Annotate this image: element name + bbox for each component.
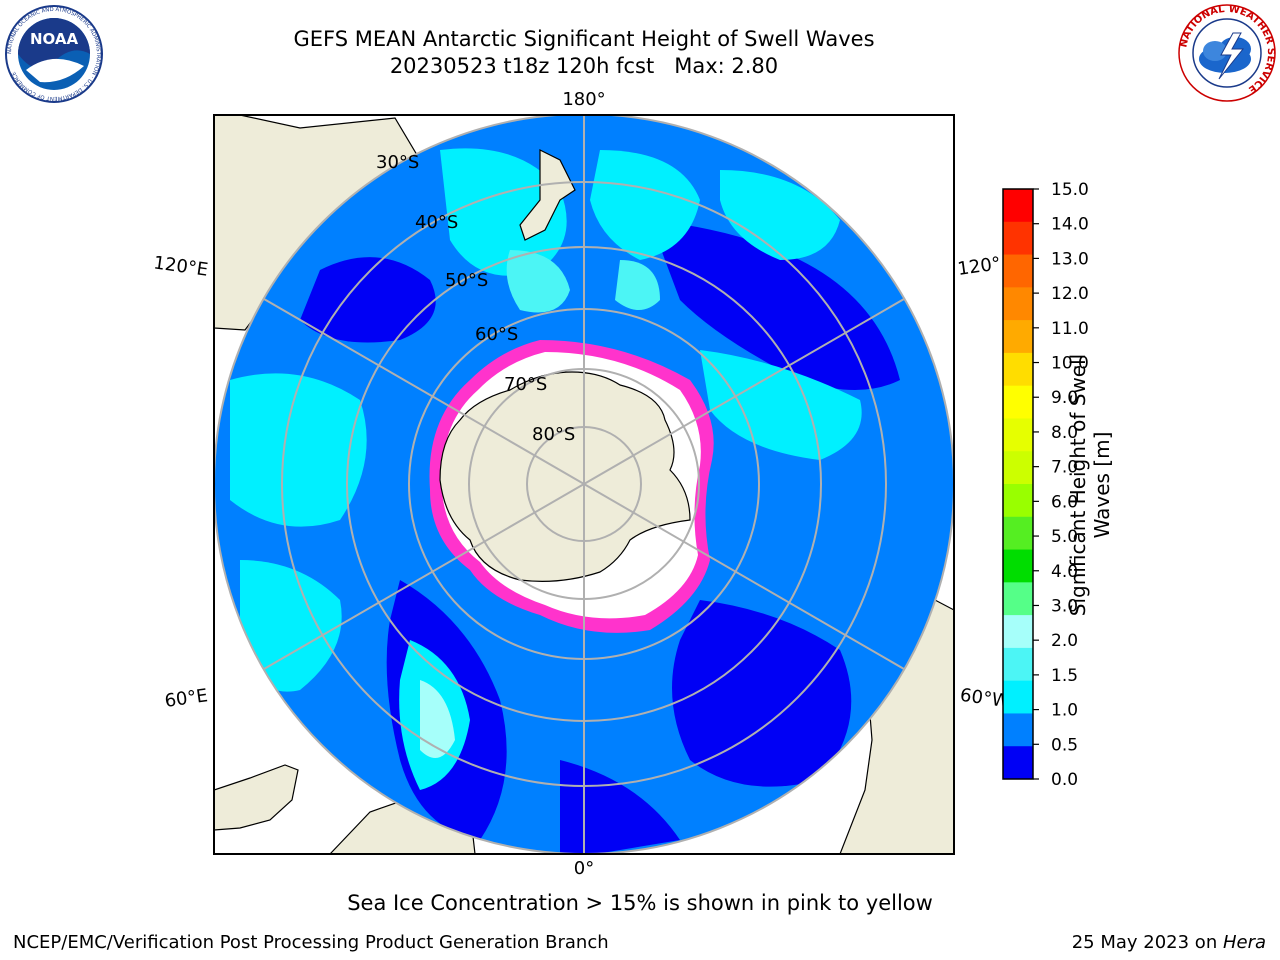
colorbar-tick-label: 5.0 bbox=[1051, 527, 1078, 547]
colorbar-swatch bbox=[1003, 320, 1033, 354]
footer-date: 25 May 2023 on Hera bbox=[1071, 932, 1266, 953]
page-title: GEFS MEAN Antarctic Significant Height o… bbox=[293, 27, 875, 51]
colorbar-tick-label: 14.0 bbox=[1051, 215, 1089, 235]
colorbar-tick-label: 0.5 bbox=[1051, 735, 1078, 755]
svg-text:NOAA: NOAA bbox=[30, 30, 79, 48]
colorbar-swatch bbox=[1003, 549, 1033, 583]
noaa-logo: NOAA NATIONAL OCEANIC AND ATMOSPHERIC AD… bbox=[5, 5, 103, 103]
colorbar-tick-label: 7.0 bbox=[1051, 458, 1078, 478]
colorbar-swatch bbox=[1003, 451, 1033, 485]
colorbar-tick-label: 9.0 bbox=[1051, 388, 1078, 408]
lat-label-80s: 80°S bbox=[532, 424, 575, 445]
colorbar-swatch bbox=[1003, 287, 1033, 321]
colorbar-tick-label: 12.0 bbox=[1051, 284, 1089, 304]
colorbar-tick-label: 13.0 bbox=[1051, 249, 1089, 269]
lon-label-120w: 120° bbox=[956, 253, 1002, 280]
lat-label-30s: 30°S bbox=[376, 152, 419, 173]
lon-label-180: 180° bbox=[562, 89, 605, 110]
colorbar-tick-label: 4.0 bbox=[1051, 562, 1078, 582]
colorbar-swatch bbox=[1003, 746, 1033, 780]
colorbar-tick-label: 6.0 bbox=[1051, 492, 1078, 512]
colorbar-swatch bbox=[1003, 713, 1033, 747]
landmass-madagascar bbox=[214, 764, 299, 831]
colorbar-swatch bbox=[1003, 254, 1033, 288]
colorbar-swatch bbox=[1003, 680, 1033, 714]
sea-ice-note: Sea Ice Concentration > 15% is shown in … bbox=[347, 891, 933, 915]
colorbar-tick-label: 10.0 bbox=[1051, 354, 1089, 374]
colorbar-tick-label: 1.0 bbox=[1051, 701, 1078, 721]
colorbar-tick-label: 15.0 bbox=[1051, 180, 1089, 200]
colorbar-swatch bbox=[1003, 582, 1033, 616]
colorbar-tick-label: 11.0 bbox=[1051, 319, 1089, 339]
landmass-new-zealand bbox=[519, 149, 576, 241]
lat-label-60s: 60°S bbox=[475, 324, 518, 345]
graticule bbox=[214, 115, 954, 854]
colorbar-swatch bbox=[1003, 385, 1033, 419]
lat-label-70s: 70°S bbox=[504, 374, 547, 395]
title-block: GEFS MEAN Antarctic Significant Height o… bbox=[214, 26, 954, 80]
colorbar-tick-label: 3.0 bbox=[1051, 596, 1078, 616]
lon-label-60e: 60°E bbox=[163, 685, 209, 712]
nws-logo: NATIONAL WEATHER SERVICE bbox=[1178, 4, 1276, 102]
colorbar-tick-label: 0.0 bbox=[1051, 770, 1078, 790]
colorbar-swatch bbox=[1003, 615, 1033, 649]
colorbar-swatch bbox=[1003, 352, 1033, 387]
colorbar-swatch bbox=[1003, 189, 1033, 223]
colorbar-swatch bbox=[1003, 647, 1033, 682]
landmass-antarctica bbox=[439, 371, 691, 582]
lat-label-40s: 40°S bbox=[415, 212, 458, 233]
lat-label-50s: 50°S bbox=[445, 270, 488, 291]
page-subtitle: 20230523 t18z 120h fcst Max: 2.80 bbox=[389, 54, 779, 78]
colorbar-tick-label: 1.5 bbox=[1051, 666, 1078, 686]
footer-host: Hera bbox=[1222, 932, 1266, 953]
colorbar-label: Significant Height of Swell Waves [m] bbox=[1066, 353, 1114, 617]
lon-label-120e: 120°E bbox=[152, 252, 209, 280]
footer-credit: NCEP/EMC/Verification Post Processing Pr… bbox=[13, 932, 609, 953]
colorbar-swatch bbox=[1003, 484, 1033, 518]
colorbar-frame bbox=[1002, 188, 1034, 780]
colorbar-swatch bbox=[1003, 221, 1033, 256]
lon-label-0: 0° bbox=[574, 858, 594, 879]
colorbar-tick-label: 8.0 bbox=[1051, 423, 1078, 443]
colorbar-tick-label: 2.0 bbox=[1051, 631, 1078, 651]
map-frame bbox=[213, 114, 955, 855]
colorbar-swatch bbox=[1003, 418, 1033, 452]
colorbar: 15.0 14.0 13.0 12.0 11.0 10.0 9.0 8.0 7.0 6.0 5.0 4… bbox=[1002, 180, 1089, 790]
colorbar-swatch bbox=[1003, 516, 1033, 551]
